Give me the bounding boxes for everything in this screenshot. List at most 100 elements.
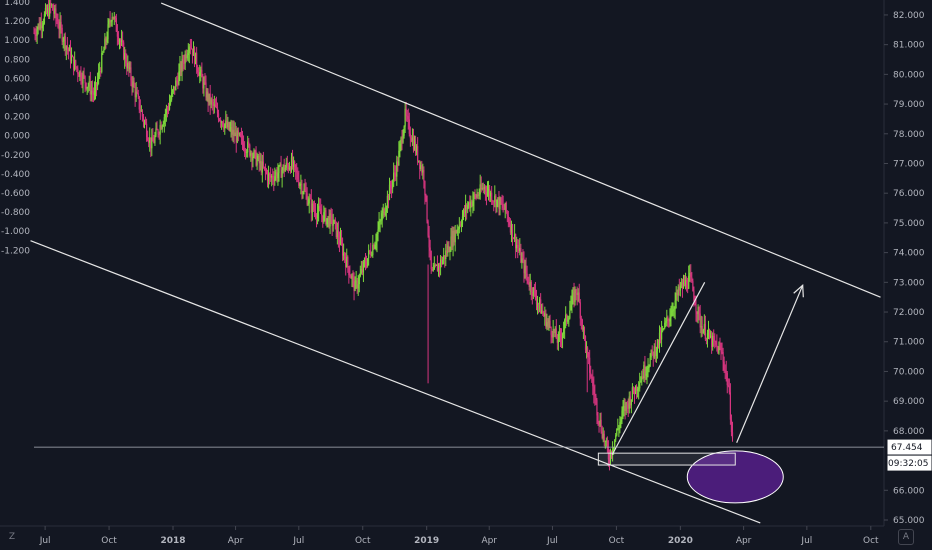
- candle-up: [570, 305, 572, 311]
- candle-down: [251, 153, 253, 161]
- candle-down: [84, 76, 86, 84]
- candle-up: [519, 248, 521, 252]
- candle-down: [138, 96, 140, 110]
- candle-down: [525, 265, 527, 274]
- candle-up: [194, 52, 197, 65]
- candle-up: [169, 99, 172, 104]
- candle-down: [463, 209, 466, 213]
- candle-down: [390, 187, 393, 189]
- time-axis-tick-label: Oct: [609, 536, 625, 546]
- channel-bottom-line[interactable]: [30, 240, 761, 524]
- candle-down: [156, 128, 158, 131]
- candle-down: [651, 349, 653, 352]
- candle-down: [500, 198, 502, 204]
- candle-down: [309, 198, 311, 200]
- candle-down: [255, 150, 257, 166]
- candle-down: [105, 38, 107, 42]
- candle-down: [345, 258, 347, 268]
- candle-down: [196, 52, 198, 68]
- projection-arrow[interactable]: [736, 285, 804, 443]
- candle-up: [129, 67, 131, 70]
- candle-down: [248, 141, 250, 145]
- log-scale-toggle[interactable]: Z: [4, 529, 20, 545]
- candle-down: [214, 104, 216, 108]
- right-axis-tick-label: 69.000: [893, 397, 925, 407]
- candle-up: [510, 224, 513, 233]
- candle-up: [363, 261, 366, 263]
- candle-down: [212, 101, 214, 106]
- candle-up: [516, 245, 518, 249]
- candle-down: [344, 252, 346, 259]
- candle-up: [102, 52, 104, 54]
- candle-down: [466, 204, 468, 210]
- candle-up: [140, 110, 142, 112]
- candle-up: [460, 224, 463, 226]
- candle-down: [337, 230, 340, 240]
- left-axis-tick-label: -1.000: [1, 227, 30, 237]
- support-rectangle[interactable]: [597, 452, 736, 466]
- candle-up: [637, 389, 639, 392]
- candle-down: [482, 188, 484, 190]
- candle-down: [694, 301, 696, 306]
- candle-up: [54, 8, 56, 14]
- time-axis-tick-label: Oct: [355, 536, 371, 546]
- candle-down: [117, 36, 120, 42]
- target-ellipse[interactable]: [686, 450, 784, 504]
- candle-down: [730, 419, 733, 433]
- candle-up: [393, 172, 395, 181]
- left-axis-tick-label: 0.000: [4, 132, 30, 142]
- candle-down: [725, 370, 727, 374]
- candle-up: [173, 86, 175, 90]
- candle-up: [282, 165, 284, 171]
- candle-up: [51, 4, 53, 6]
- candle-up: [329, 213, 331, 227]
- candle-up: [568, 318, 570, 320]
- candle-up: [496, 199, 498, 207]
- candle-up: [323, 212, 325, 222]
- channel-top-line[interactable]: [160, 2, 881, 298]
- candle-down: [144, 121, 147, 124]
- candle-down: [406, 115, 408, 117]
- candle-up: [154, 135, 156, 143]
- candle-up: [82, 74, 84, 84]
- candle-up: [292, 161, 295, 167]
- candle-up: [261, 161, 263, 173]
- candle-down: [699, 313, 701, 328]
- candle-up: [400, 138, 402, 144]
- candle-down: [723, 361, 725, 370]
- time-axis-tick-label: Apr: [481, 536, 497, 546]
- candle-up: [618, 428, 620, 430]
- candle-up: [88, 81, 90, 87]
- candle-up: [96, 79, 99, 87]
- candle-up: [101, 52, 103, 72]
- left-axis-tick-label: 1.400: [4, 0, 30, 8]
- candle-down: [451, 236, 453, 247]
- trend-line[interactable]: [611, 282, 706, 455]
- candle-down: [691, 277, 693, 282]
- candle-down: [50, 2, 52, 6]
- candle-down: [338, 239, 341, 245]
- candle-up: [663, 328, 665, 329]
- candle-down: [100, 71, 102, 72]
- candle-up: [483, 186, 485, 190]
- candle-up: [613, 447, 615, 451]
- candle-down: [330, 213, 332, 216]
- candle-down: [350, 276, 352, 279]
- left-axis-tick-label: 0.400: [4, 94, 30, 104]
- candle-down: [676, 292, 678, 296]
- candle-down: [690, 272, 692, 278]
- candle-up: [327, 216, 329, 219]
- candle-down: [693, 291, 695, 302]
- candle-down: [305, 191, 307, 194]
- candle-down: [492, 201, 494, 203]
- candle-up: [532, 287, 534, 296]
- candle-down: [198, 72, 200, 76]
- candle-up: [660, 330, 663, 340]
- candle-down: [40, 22, 42, 29]
- candle-up: [307, 203, 309, 205]
- candle-up: [377, 229, 379, 234]
- candle-down: [668, 319, 670, 322]
- candle-down: [717, 346, 719, 354]
- auto-scale-toggle[interactable]: A: [898, 529, 914, 545]
